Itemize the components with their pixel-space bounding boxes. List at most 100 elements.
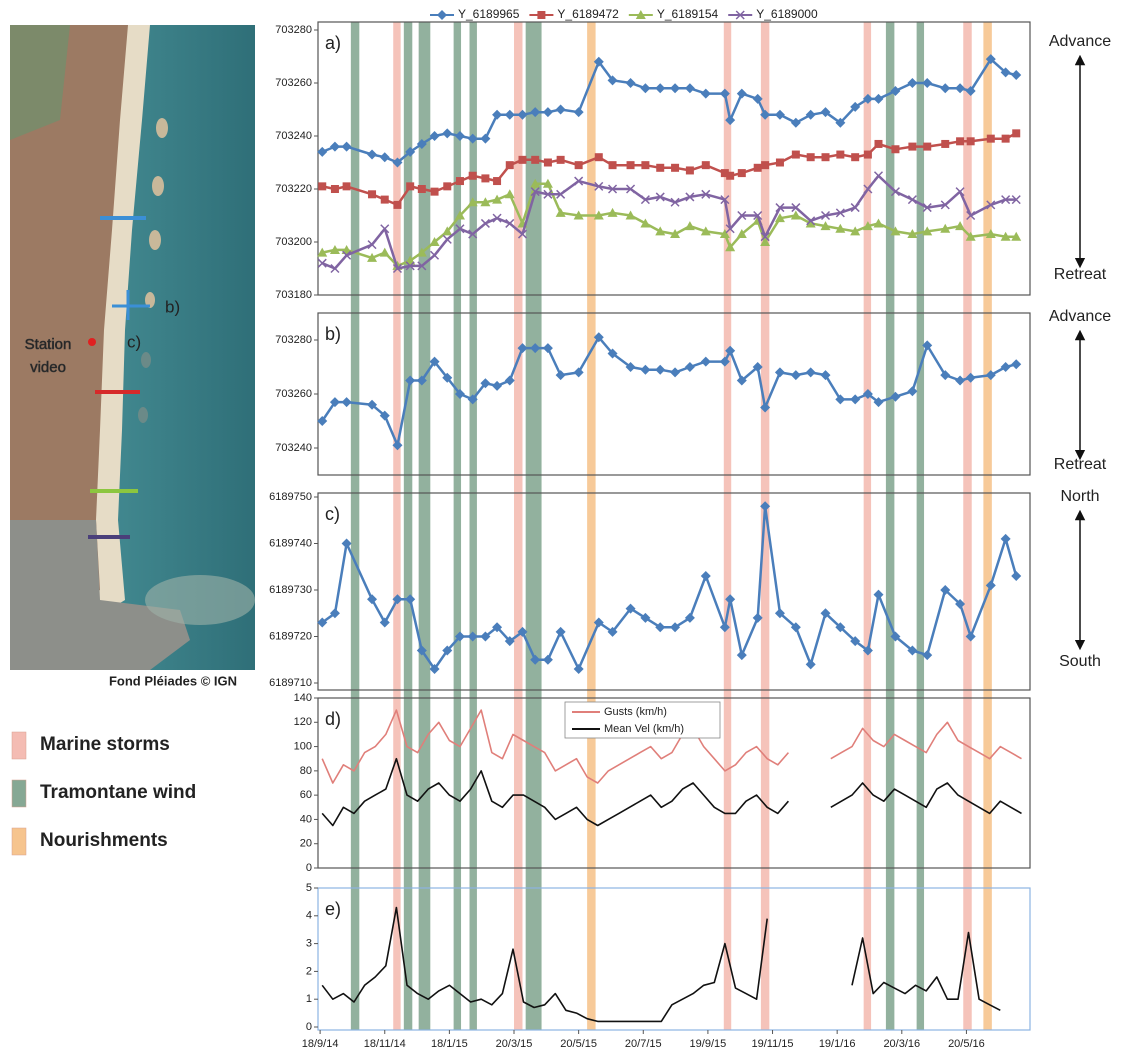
marker xyxy=(574,176,584,186)
event-legend-label: Tramontane wind xyxy=(40,782,196,803)
marker xyxy=(573,210,584,220)
marker xyxy=(850,101,861,112)
marker xyxy=(790,210,801,220)
marker xyxy=(850,394,861,405)
x-tick-label: 20/5/16 xyxy=(948,1038,985,1050)
legend-marker xyxy=(537,11,546,19)
marker xyxy=(820,221,831,231)
marker xyxy=(736,229,747,239)
legend-marker xyxy=(735,10,745,20)
marker xyxy=(955,598,966,609)
marker xyxy=(530,343,541,354)
marker xyxy=(530,654,541,665)
marker xyxy=(504,375,515,386)
marker xyxy=(607,207,618,217)
marker xyxy=(573,107,584,118)
marker xyxy=(429,131,440,141)
marker xyxy=(417,261,427,271)
marker xyxy=(505,161,514,170)
marker xyxy=(492,213,502,223)
marker xyxy=(955,83,966,94)
marker xyxy=(481,174,490,183)
dunes xyxy=(10,25,70,140)
marker xyxy=(392,594,403,605)
marker xyxy=(737,210,747,221)
marker xyxy=(530,187,540,197)
y-tick-label: 1 xyxy=(306,993,312,1005)
marker xyxy=(517,343,528,354)
marker xyxy=(820,608,831,619)
marker xyxy=(805,218,816,228)
marker xyxy=(907,78,918,88)
marker xyxy=(805,659,816,670)
marker xyxy=(873,171,884,181)
y-tick-label: 703260 xyxy=(275,77,312,89)
plume xyxy=(145,575,255,625)
marker xyxy=(430,250,440,260)
marker xyxy=(468,229,478,239)
marker xyxy=(341,538,352,549)
event-bands xyxy=(350,22,992,1030)
marker xyxy=(1000,533,1011,544)
marker xyxy=(1000,362,1011,372)
marker xyxy=(1011,70,1022,81)
marker xyxy=(701,189,711,199)
legend-label: Y_6189965 xyxy=(458,7,520,21)
legend-marker xyxy=(437,10,447,20)
breakwater xyxy=(145,292,155,308)
marker xyxy=(719,356,730,367)
marker xyxy=(835,223,846,233)
event-band xyxy=(350,22,360,1030)
series-line xyxy=(321,906,1001,1023)
legend-box xyxy=(564,701,721,739)
marker xyxy=(835,117,846,128)
marker xyxy=(835,622,846,633)
marker xyxy=(790,622,801,633)
marker xyxy=(655,192,665,202)
marker xyxy=(873,589,884,600)
aerial-map: b) c) Station video Fond Pléiades © IGN xyxy=(10,25,255,688)
y-tick-label: 6189750 xyxy=(269,491,312,503)
marker xyxy=(790,370,801,381)
event-band xyxy=(916,22,925,1030)
marker xyxy=(890,85,901,96)
event-band xyxy=(525,22,542,1030)
marker xyxy=(430,187,439,196)
marker xyxy=(573,367,584,378)
panel-frame xyxy=(317,492,1031,691)
marker xyxy=(626,161,635,170)
y-tick-label: 6189740 xyxy=(269,537,312,549)
marker xyxy=(443,182,452,191)
marker xyxy=(405,594,416,605)
breakwater xyxy=(141,352,151,368)
x-tick-label: 19/11/15 xyxy=(752,1038,794,1050)
event-legend-swatch xyxy=(11,827,27,856)
marker xyxy=(342,182,351,191)
marker xyxy=(467,197,478,207)
marker xyxy=(670,367,681,378)
marker xyxy=(873,93,884,104)
marker xyxy=(985,54,996,65)
marker xyxy=(1011,195,1021,205)
map-label: c) xyxy=(127,332,141,351)
event-band xyxy=(469,22,477,1030)
breakwater xyxy=(149,230,161,250)
panel-label: c) xyxy=(325,504,340,524)
event-band xyxy=(453,22,462,1030)
marker xyxy=(607,348,618,359)
marker xyxy=(367,240,377,250)
marker xyxy=(442,234,452,244)
marker xyxy=(329,244,340,254)
marker xyxy=(368,190,377,199)
marker xyxy=(367,252,378,262)
marker xyxy=(640,195,650,205)
series-line xyxy=(321,757,1022,827)
marker xyxy=(760,232,770,242)
y-tick-label: 100 xyxy=(294,740,312,752)
event-band xyxy=(963,22,972,1030)
marker xyxy=(753,210,763,221)
marker xyxy=(985,370,996,381)
marker xyxy=(655,226,666,236)
y-tick-label: 20 xyxy=(300,838,312,850)
x-tick-label: 19/1/16 xyxy=(819,1038,856,1050)
